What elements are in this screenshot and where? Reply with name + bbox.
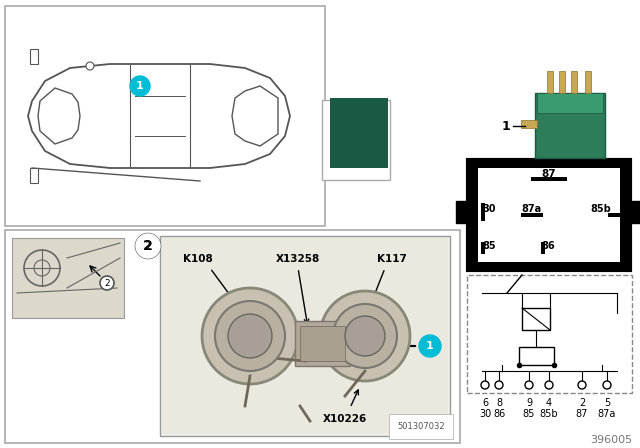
Bar — [571, 71, 577, 93]
Bar — [467, 275, 632, 393]
Text: 8: 8 — [496, 398, 502, 408]
Circle shape — [136, 234, 160, 258]
Polygon shape — [232, 86, 278, 146]
Circle shape — [419, 335, 441, 357]
Circle shape — [481, 381, 489, 389]
Circle shape — [320, 291, 410, 381]
Text: 85: 85 — [482, 241, 495, 251]
Text: 2: 2 — [143, 239, 153, 253]
Text: 4: 4 — [546, 398, 552, 408]
Bar — [160, 236, 450, 436]
Bar — [608, 213, 620, 217]
Text: 2: 2 — [579, 398, 585, 408]
Circle shape — [136, 234, 160, 258]
Bar — [295, 321, 350, 366]
Text: 87a: 87a — [521, 204, 541, 214]
Text: 1: 1 — [136, 81, 144, 91]
Text: 1: 1 — [426, 341, 434, 351]
Bar — [541, 242, 545, 254]
Bar — [585, 71, 591, 93]
Bar — [537, 93, 603, 113]
Text: 85b: 85b — [540, 409, 558, 419]
Text: 86: 86 — [493, 409, 505, 419]
Bar — [468, 160, 630, 270]
Polygon shape — [28, 64, 290, 168]
Bar — [547, 71, 553, 93]
Circle shape — [545, 381, 553, 389]
Polygon shape — [38, 88, 80, 144]
Text: 30: 30 — [482, 204, 495, 214]
Bar — [629, 201, 640, 223]
Bar — [478, 168, 620, 262]
Circle shape — [525, 381, 533, 389]
Bar — [30, 168, 38, 183]
Text: 30: 30 — [479, 409, 491, 419]
Bar — [12, 238, 124, 318]
Text: 2: 2 — [104, 279, 110, 288]
Bar — [5, 230, 460, 443]
Bar — [521, 120, 537, 128]
Text: X13258: X13258 — [276, 254, 320, 264]
Circle shape — [228, 314, 272, 358]
Text: K108: K108 — [183, 254, 213, 264]
Text: 5: 5 — [604, 398, 610, 408]
Text: 87a: 87a — [598, 409, 616, 419]
Bar — [456, 201, 469, 223]
Bar — [535, 93, 605, 158]
Text: 501307032: 501307032 — [397, 422, 445, 431]
Bar — [5, 6, 325, 226]
Bar — [330, 98, 388, 168]
Bar — [481, 242, 485, 254]
Circle shape — [345, 316, 385, 356]
Circle shape — [495, 381, 503, 389]
Text: 86: 86 — [541, 241, 555, 251]
Circle shape — [603, 381, 611, 389]
Text: 396005: 396005 — [590, 435, 632, 445]
Bar — [519, 347, 554, 365]
Bar — [521, 213, 543, 217]
Circle shape — [130, 76, 150, 96]
Circle shape — [578, 381, 586, 389]
Bar — [30, 49, 38, 64]
Circle shape — [202, 288, 298, 384]
Circle shape — [86, 62, 94, 70]
Text: K117: K117 — [377, 254, 407, 264]
Bar — [531, 177, 567, 181]
Bar — [300, 326, 345, 361]
Text: 6: 6 — [482, 398, 488, 408]
Text: 87: 87 — [541, 169, 556, 179]
Text: 85b: 85b — [590, 204, 611, 214]
Text: 9: 9 — [526, 398, 532, 408]
Text: 87: 87 — [576, 409, 588, 419]
Text: 85: 85 — [523, 409, 535, 419]
Bar — [322, 100, 390, 180]
Text: 1: 1 — [501, 120, 510, 133]
Bar — [522, 308, 550, 330]
Text: X10226: X10226 — [323, 414, 367, 424]
Circle shape — [100, 276, 114, 290]
Bar — [559, 71, 565, 93]
Bar — [481, 203, 485, 221]
Text: 2: 2 — [144, 240, 152, 253]
Bar — [162, 238, 448, 434]
Circle shape — [215, 301, 285, 371]
Circle shape — [333, 304, 397, 368]
